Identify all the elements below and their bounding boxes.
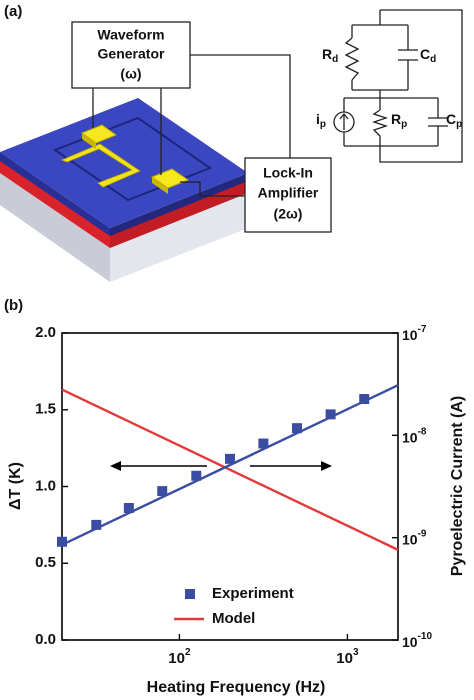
tick-label: 0.0 — [35, 631, 56, 648]
tick-exponent: -7 — [418, 324, 427, 335]
tick-base: 10 — [336, 650, 353, 667]
substrate-front — [110, 190, 248, 282]
red-layer — [110, 180, 248, 248]
tick-base: 10 — [168, 650, 185, 667]
red-layer — [0, 160, 110, 248]
tick-base: 0.0 — [35, 631, 56, 648]
data-point — [359, 394, 370, 405]
box-text: Generator — [98, 46, 165, 62]
series-line — [61, 384, 399, 546]
data-point — [325, 409, 336, 420]
symbol: i — [316, 111, 320, 127]
substrate-side — [0, 170, 110, 282]
tick-label: 2.0 — [35, 324, 56, 341]
tick-base: 1.0 — [35, 477, 56, 494]
tick-exponent: -8 — [418, 426, 427, 437]
panel-label: (a) — [4, 3, 22, 20]
component-label: Rd — [322, 46, 338, 65]
tick-label: 10-8 — [402, 426, 427, 445]
arrow-head — [110, 461, 121, 471]
tick-base: 2.0 — [35, 324, 56, 341]
tick-label: 10-9 — [402, 528, 427, 547]
tick-label: 10-7 — [402, 324, 427, 343]
legend-label: Experiment — [212, 585, 294, 602]
panel-label: (b) — [4, 297, 23, 314]
box-text: Waveform — [97, 27, 164, 43]
symbol: R — [391, 111, 401, 127]
arrows — [110, 461, 332, 471]
tick-base: 10 — [402, 429, 418, 445]
data-point — [157, 486, 168, 497]
subscript: d — [430, 54, 436, 65]
tick-label: 103 — [336, 647, 359, 667]
arrow-head — [321, 461, 332, 471]
tick-exponent: -9 — [418, 528, 427, 539]
blue-edge — [0, 152, 110, 236]
tick-base: 10 — [402, 531, 418, 547]
heater-line — [60, 143, 141, 188]
capacitor — [428, 117, 448, 127]
tick-base: 10 — [402, 634, 418, 650]
data-point — [191, 470, 202, 481]
data-point — [57, 536, 67, 547]
x-axis-label: Heating Frequency (Hz) — [147, 679, 326, 696]
box-text: Amplifier — [258, 185, 319, 201]
symbol: R — [322, 46, 332, 62]
resistor — [371, 109, 389, 137]
legend-marker — [185, 589, 195, 599]
blue-edge — [110, 173, 248, 236]
wire — [92, 54, 291, 197]
resistor — [344, 37, 360, 81]
lock-in-box — [244, 157, 332, 233]
tick-label: 10-10 — [402, 631, 432, 650]
component-label: ip — [316, 111, 326, 130]
symbol: C — [446, 111, 456, 127]
data-point — [258, 438, 269, 449]
tick-label: 1.5 — [35, 401, 56, 418]
tick-exponent: 3 — [353, 647, 359, 658]
data-point — [91, 519, 102, 530]
component-label: Cd — [420, 46, 436, 65]
subscript: p — [401, 119, 407, 130]
box-text: (2ω) — [274, 206, 303, 222]
capacitor — [398, 49, 418, 61]
legend-label: Model — [212, 610, 255, 627]
component-label: Cp — [446, 111, 462, 130]
data-point — [291, 423, 302, 434]
circuit-wire — [343, 9, 463, 163]
subscript: d — [332, 54, 338, 65]
tick-base: 10 — [402, 327, 418, 343]
current-source — [333, 111, 355, 133]
current-arrow — [339, 112, 349, 130]
tick-exponent: 2 — [185, 647, 191, 658]
y-axis-label: ΔT (K) — [7, 462, 24, 510]
box-text: (ω) — [120, 66, 141, 82]
subscript: p — [320, 119, 326, 130]
tick-label: 0.5 — [35, 554, 56, 571]
symbol: C — [420, 46, 430, 62]
series-line — [61, 388, 399, 551]
waveform-generator-box — [71, 21, 191, 89]
y2-axis-label: Pyroelectric Current (A) — [449, 396, 466, 577]
pad-side — [152, 177, 168, 194]
data-point — [225, 453, 235, 464]
pad-side — [82, 133, 96, 149]
tick-exponent: -10 — [418, 631, 433, 642]
tick-label: 1.0 — [35, 477, 56, 494]
data-point — [123, 502, 134, 513]
component-label: Rp — [391, 111, 407, 130]
subscript: p — [456, 119, 462, 130]
tick-label: 102 — [168, 647, 191, 667]
box-text: Lock-In — [263, 165, 313, 181]
